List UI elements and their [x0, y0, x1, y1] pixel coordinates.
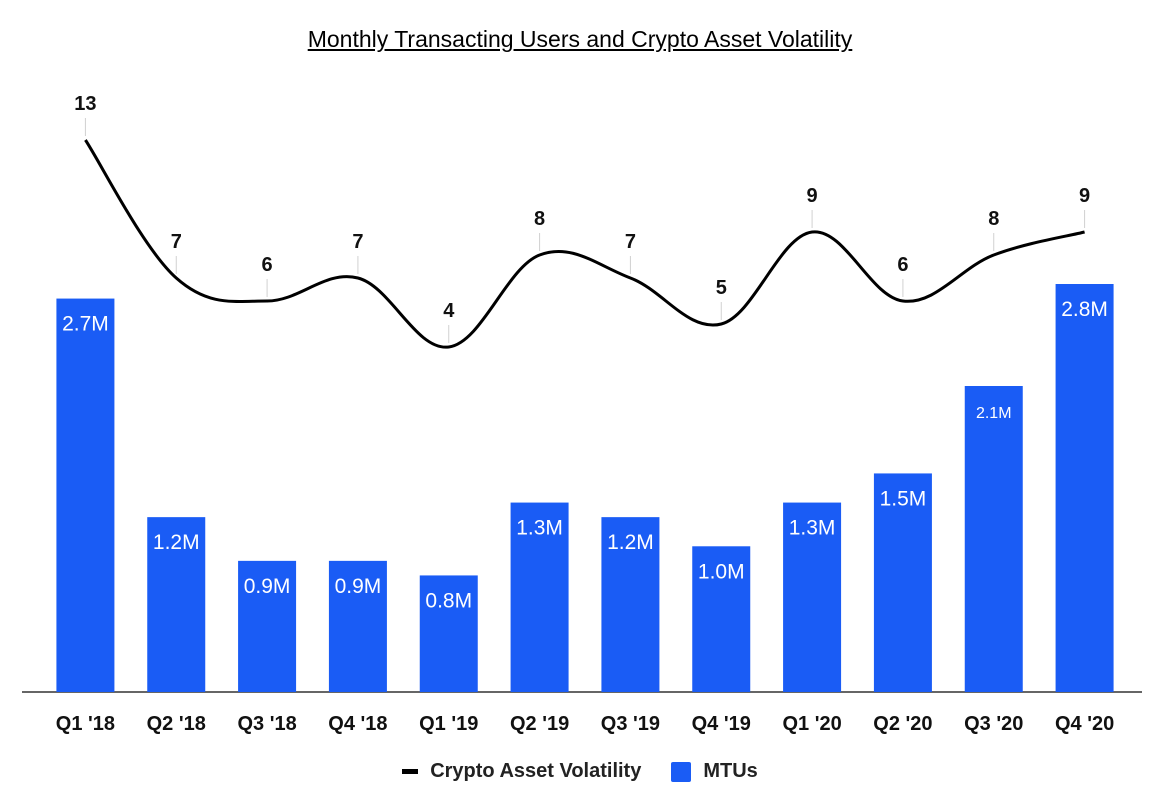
legend-label-mtus: MTUs — [703, 760, 758, 782]
bar-mtus-11 — [964, 386, 1023, 692]
x-tick-label-9: Q1 '20 — [782, 713, 841, 735]
line-volatility — [84, 139, 1085, 349]
combo-chart: 2.7M 1.2M 0.9M 0.9M 0.8M 1.3M 1.2M 1.0M 1.3M 1.5M… — [22, 93, 1142, 735]
x-tick-label-1: Q1 '18 — [56, 713, 115, 735]
line-data-label-8: 5 — [716, 277, 727, 299]
line-data-label-3: 6 — [262, 254, 273, 276]
legend: Crypto Asset Volatility MTUs — [0, 760, 1160, 783]
x-tick-label-10: Q2 '20 — [873, 713, 932, 735]
line-data-label-10: 6 — [897, 254, 908, 276]
chart-title: Monthly Transacting Users and Crypto Ass… — [307, 26, 853, 52]
bar-mtus-3 — [238, 560, 297, 692]
bar-mtus-7 — [601, 517, 660, 692]
x-tick-label-4: Q4 '18 — [328, 713, 387, 735]
bar-mtus-2 — [147, 517, 206, 692]
legend-line-swatch — [402, 769, 419, 774]
line-data-label-12: 9 — [1079, 185, 1090, 207]
line-data-label-7: 7 — [625, 231, 636, 253]
x-tick-label-5: Q1 '19 — [419, 713, 478, 735]
legend-bar-swatch — [671, 761, 692, 782]
bar-data-label-10: 1.5M — [880, 487, 927, 510]
x-tick-label-2: Q2 '18 — [147, 713, 206, 735]
bar-mtus-8 — [692, 546, 751, 692]
bar-mtus-4 — [328, 560, 387, 692]
bar-mtus-10 — [873, 473, 932, 692]
bar-mtus-1 — [56, 298, 115, 692]
x-tick-label-7: Q3 '19 — [601, 713, 660, 735]
x-tick-label-12: Q4 '20 — [1055, 713, 1114, 735]
bar-data-label-11: 2.1M — [976, 405, 1012, 422]
bar-mtus-5 — [419, 575, 478, 692]
bar-data-label-3: 0.9M — [244, 575, 291, 598]
line-data-label-5: 4 — [443, 300, 455, 322]
x-tick-label-8: Q4 '19 — [692, 713, 751, 735]
bar-data-label-5: 0.8M — [425, 589, 472, 612]
bar-data-label-9: 1.3M — [789, 517, 836, 540]
bar-data-label-4: 0.9M — [335, 575, 382, 598]
line-data-label-6: 8 — [534, 208, 545, 230]
x-tick-label-3: Q3 '18 — [237, 713, 296, 735]
legend-label-volatility: Crypto Asset Volatility — [430, 760, 642, 782]
bar-data-label-8: 1.0M — [698, 560, 745, 583]
bar-data-label-12: 2.8M — [1061, 298, 1108, 321]
bar-mtus-9 — [783, 502, 842, 692]
bar-data-label-2: 1.2M — [153, 531, 200, 554]
line-data-label-4: 7 — [352, 231, 363, 253]
x-tick-label-11: Q3 '20 — [964, 713, 1023, 735]
bar-mtus-12 — [1055, 284, 1114, 692]
line-data-label-1: 13 — [74, 93, 96, 115]
bar-data-label-6: 1.3M — [516, 517, 563, 540]
line-data-label-11: 8 — [988, 208, 999, 230]
line-data-label-9: 9 — [807, 185, 818, 207]
bar-mtus-6 — [510, 502, 569, 692]
line-data-label-2: 7 — [171, 231, 182, 253]
x-tick-label-6: Q2 '19 — [510, 713, 569, 735]
bar-data-label-7: 1.2M — [607, 531, 654, 554]
bar-data-label-1: 2.7M — [62, 313, 109, 336]
legend-item-mtus: MTUs — [671, 760, 758, 783]
legend-item-volatility: Crypto Asset Volatility — [402, 760, 641, 783]
